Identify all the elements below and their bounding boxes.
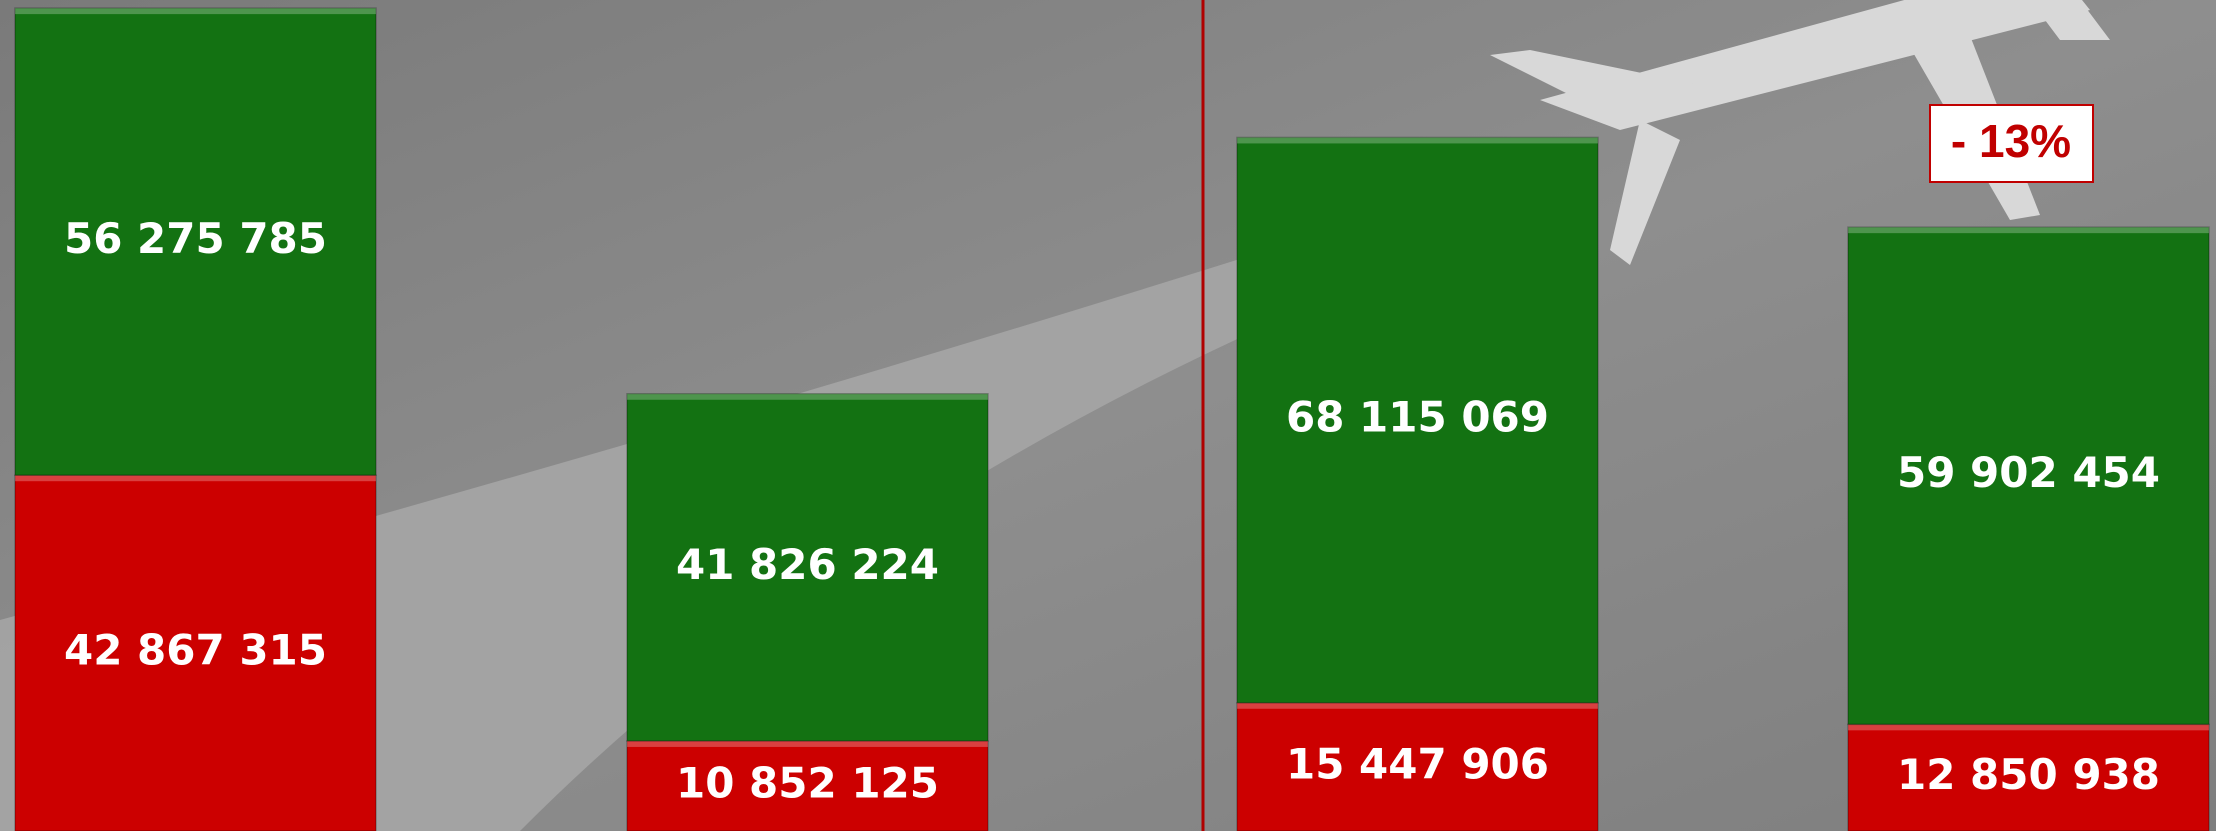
bar-highlight: [1848, 227, 2209, 233]
value-label: 59 902 454: [1897, 448, 2160, 497]
bar-highlight: [1237, 703, 1598, 709]
chart: 42 867 315 56 275 785 10 852 125 41 826 224…: [0, 0, 2216, 831]
annotation-text: - 13%: [1951, 115, 2071, 167]
bar-highlight: [627, 394, 988, 400]
bar-highlight: [1237, 137, 1598, 143]
value-label: 56 275 785: [64, 214, 327, 263]
bar-highlight: [15, 475, 376, 481]
value-label: 12 850 938: [1897, 750, 2160, 799]
value-label: 15 447 906: [1286, 739, 1549, 788]
value-label: 68 115 069: [1286, 393, 1549, 442]
value-label: 41 826 224: [676, 540, 939, 589]
bar-highlight: [627, 741, 988, 747]
value-label: 10 852 125: [676, 758, 939, 807]
bar-highlight: [1848, 724, 2209, 730]
page: 42 867 315 56 275 785 10 852 125 41 826 224…: [0, 0, 2216, 831]
bar-highlight: [15, 8, 376, 14]
value-label: 42 867 315: [64, 626, 327, 675]
annotation: - 13%: [1930, 105, 2093, 182]
